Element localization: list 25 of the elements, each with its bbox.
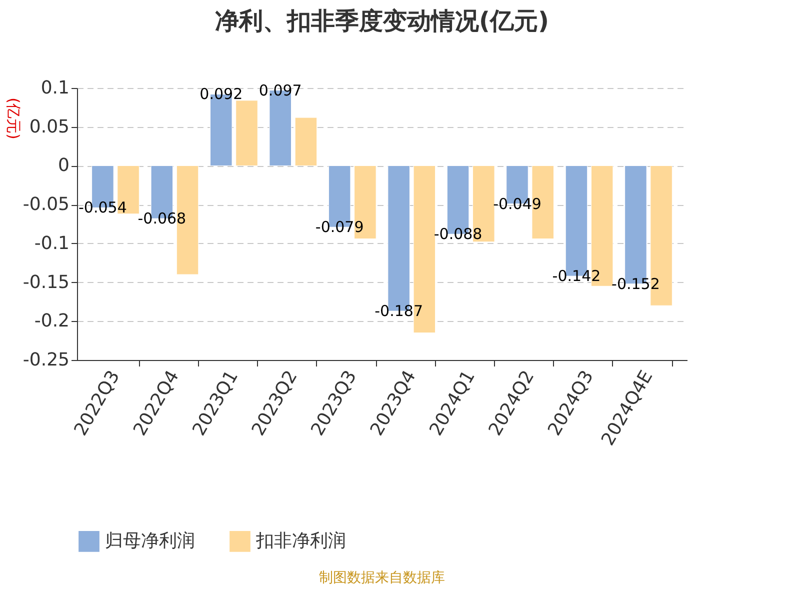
legend-label: 归母净利润 (105, 530, 195, 552)
data-label: -0.049 (493, 194, 542, 213)
data-label: 0.097 (258, 81, 302, 100)
bar (236, 100, 258, 166)
data-label: 0.092 (200, 85, 243, 104)
data-label: -0.088 (434, 225, 482, 244)
data-label: -0.068 (138, 210, 186, 228)
legend-label: 扣非净利润 (255, 530, 346, 552)
y-tick-label: -0.15 (22, 272, 70, 293)
y-tick-label: 0 (58, 155, 70, 176)
y-tick-label: -0.05 (22, 194, 70, 216)
y-tick-label: 0.1 (40, 78, 70, 98)
chart-title: 净利、扣非季度变动情况(亿元) (215, 7, 549, 35)
data-label: -0.187 (374, 302, 423, 320)
text: 制图数据来自数据库 (319, 570, 445, 586)
data-label: -0.142 (552, 267, 601, 286)
y-tick-label: -0.2 (34, 310, 70, 332)
data-label: -0.054 (78, 198, 127, 217)
y-tick-label: -0.1 (34, 232, 70, 254)
bar (294, 117, 318, 166)
data-label: -0.152 (612, 274, 660, 293)
data-label: -0.079 (315, 218, 364, 236)
y-axis-title: (亿元) (4, 98, 22, 140)
y-tick-label: -0.25 (22, 350, 70, 370)
y-tick-label: 0.05 (29, 116, 70, 138)
